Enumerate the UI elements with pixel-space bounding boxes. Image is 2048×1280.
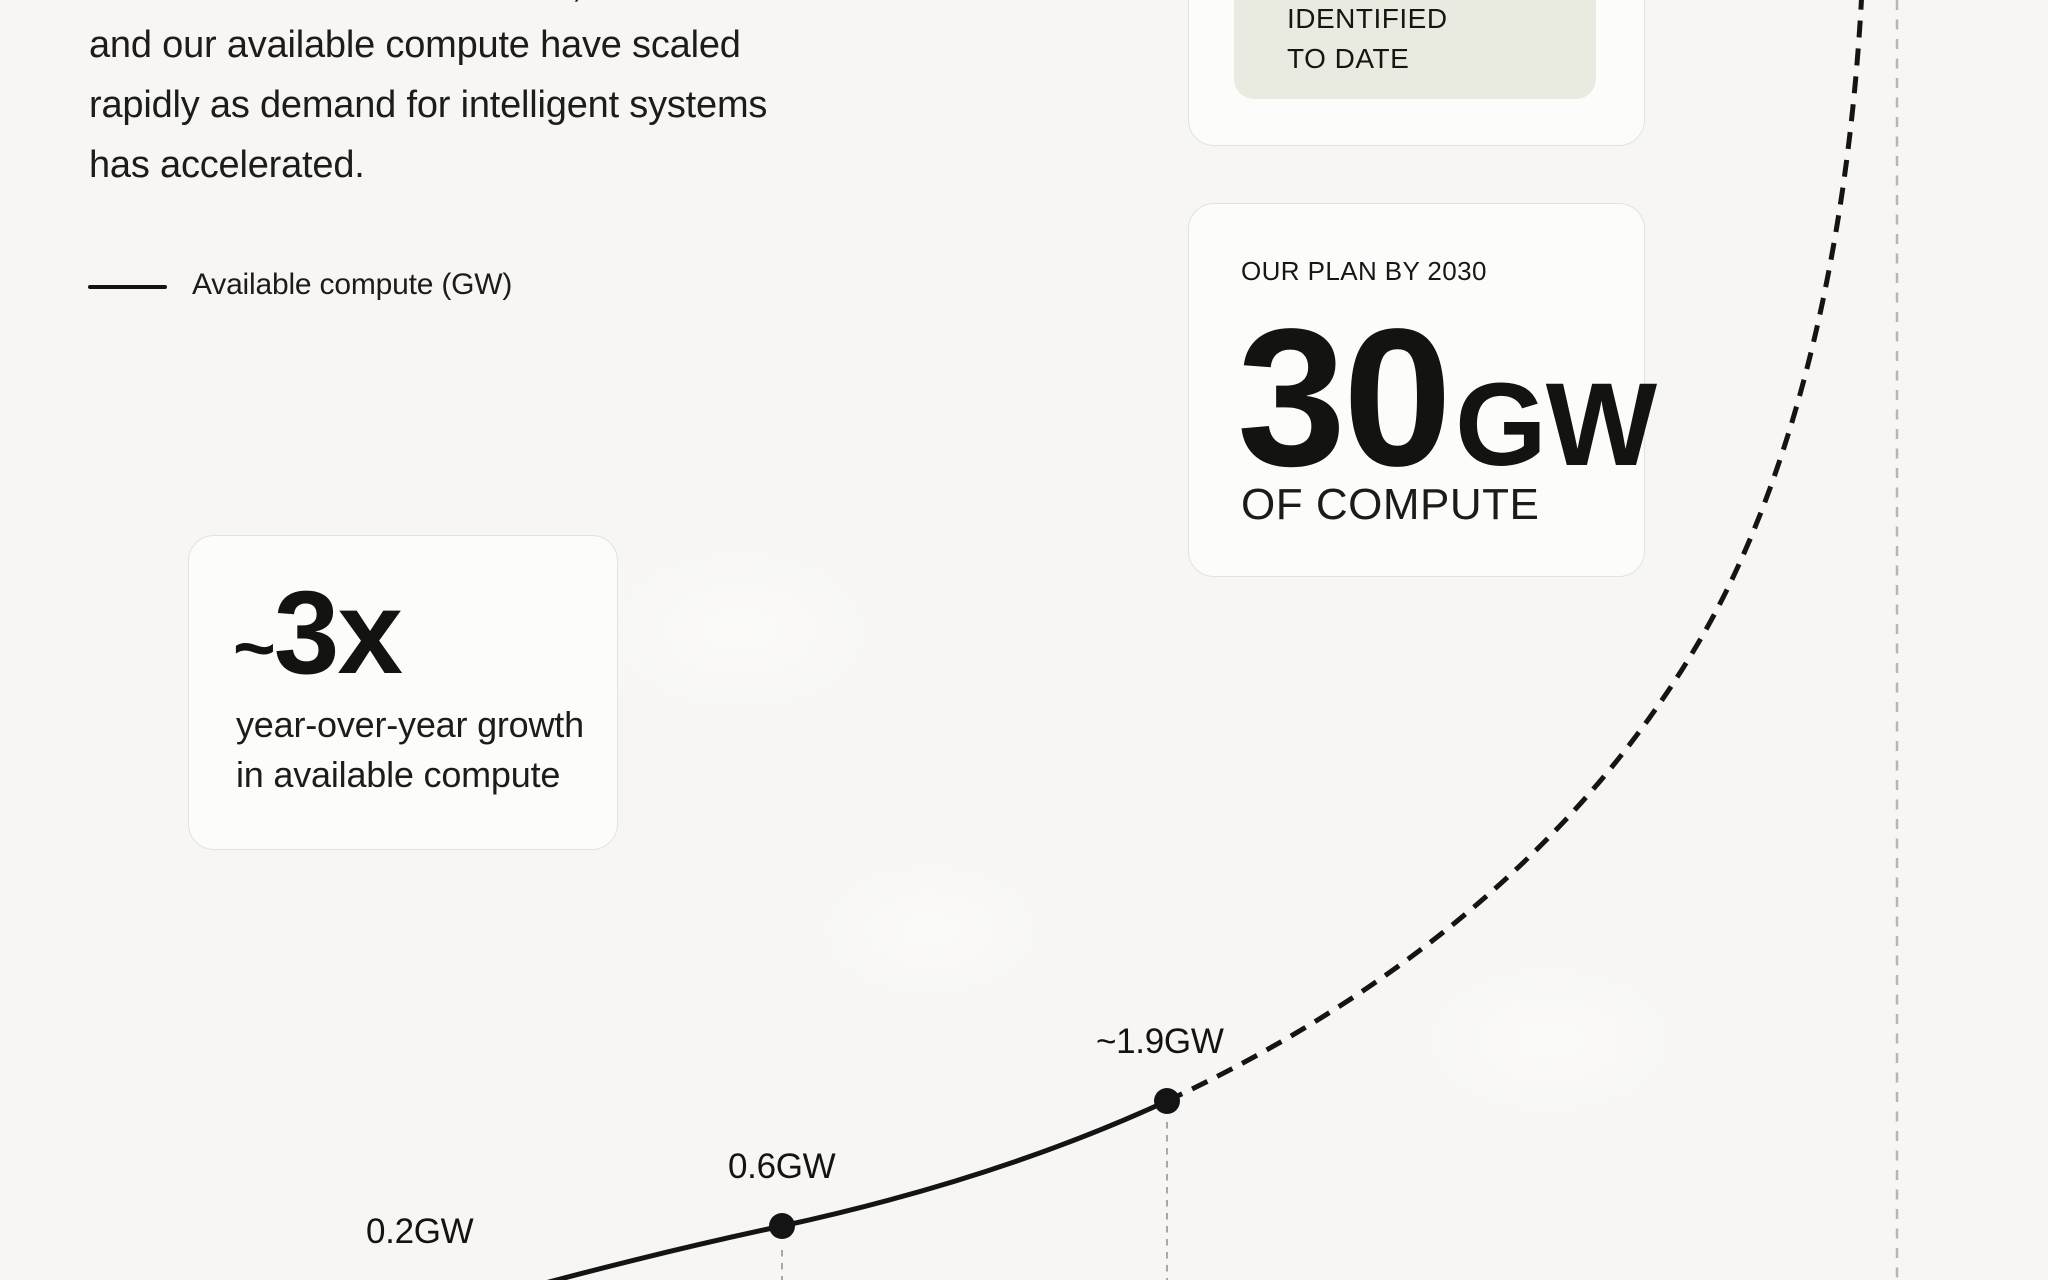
intro-paragraph: Since the launch of ChatGPT, our user ba… — [89, 0, 822, 195]
intro-line-2: and our available compute have scaled — [89, 24, 741, 66]
growth-tilde: ~ — [233, 607, 276, 689]
identified-line-2: TO DATE — [1287, 43, 1410, 74]
projection-line — [1165, 0, 1864, 1104]
plan-eyebrow: OUR PLAN BY 2030 — [1241, 256, 1487, 286]
legend-label: Available compute (GW) — [192, 268, 513, 301]
plan-caption: OF COMPUTE — [1241, 480, 1540, 529]
legend-line-swatch — [88, 285, 167, 289]
point-label-0-2gw: 0.2GW — [366, 1212, 474, 1251]
growth-caption-line-2: in available compute — [236, 754, 561, 795]
point-label-1-9gw: ~1.9GW — [1096, 1022, 1224, 1061]
identified-badge: IDENTIFIED TO DATE — [1234, 0, 1596, 99]
intro-line-clipped: Since the launch of ChatGPT, our user ba… — [89, 0, 822, 15]
point-label-0-6gw: 0.6GW — [728, 1147, 836, 1186]
plan-unit: GW — [1455, 359, 1657, 491]
plan-value: 30 — [1237, 288, 1452, 507]
intro-line-3: rapidly as demand for intelligent system… — [89, 84, 768, 126]
plan-value-row: 30 GW — [1237, 288, 1657, 507]
plan-2030-card: OUR PLAN BY 2030 30 GW OF COMPUTE — [1188, 203, 1657, 577]
growth-multiplier: 3x — [273, 567, 403, 699]
growth-value: ~3x — [233, 574, 403, 692]
data-point-0-6gw — [769, 1213, 795, 1239]
data-point-1-9gw — [1154, 1088, 1180, 1114]
growth-caption: year-over-year growth in available compu… — [236, 700, 584, 800]
intro-line-4: has accelerated. — [89, 144, 365, 186]
available-compute-line — [546, 1098, 1169, 1280]
growth-caption-line-1: year-over-year growth — [236, 704, 584, 745]
growth-card: ~3x year-over-year growth in available c… — [188, 535, 618, 850]
identified-line-1: IDENTIFIED — [1287, 3, 1448, 34]
identified-to-date-card: IDENTIFIED TO DATE — [1188, 0, 1645, 146]
